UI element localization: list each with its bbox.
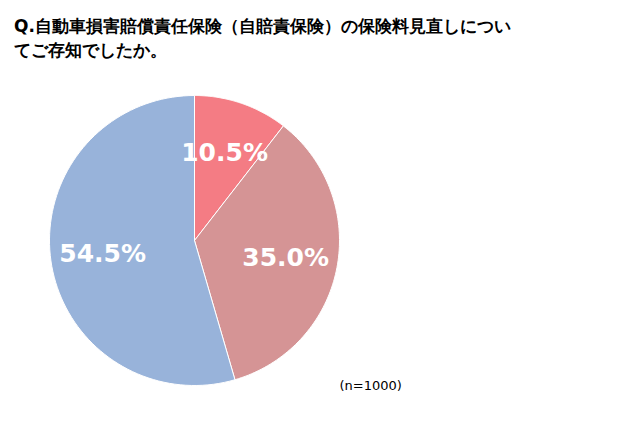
svg-text:(n=1000): (n=1000): [340, 378, 402, 393]
svg-text:54.5%: 54.5%: [59, 239, 146, 268]
svg-text:10.5%: 10.5%: [181, 138, 268, 167]
svg-text:35.0%: 35.0%: [242, 243, 329, 272]
html-text:Q.自動車損害賠償責任保険（自賠責保険）の保険料見直しについ: Q.自動車損害賠償責任保険（自賠責保険）の保険料見直しについてご存知でしたか。: [14, 16, 511, 60]
